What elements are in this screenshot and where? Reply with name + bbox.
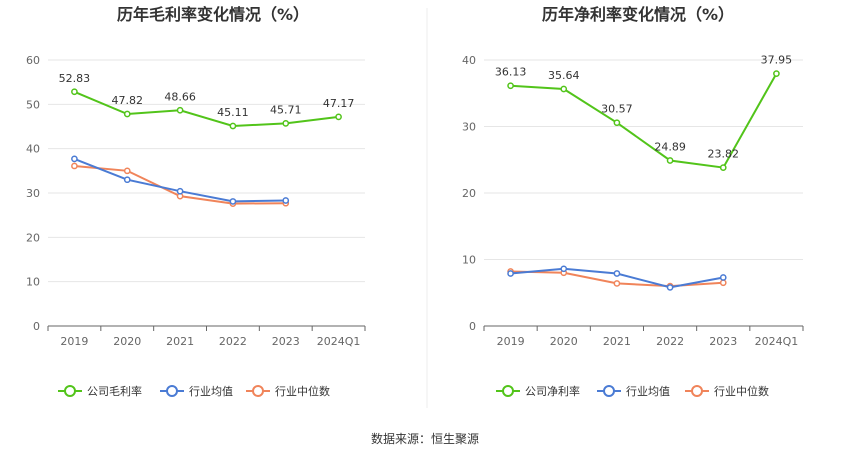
net-margin-chart: 历年净利率变化情况（%） 0 10 20 30 40 2019 2020 2021 2022 202… <box>462 5 804 398</box>
series-line <box>510 73 778 169</box>
data-point <box>773 70 780 77</box>
legend-label: 行业中位数 <box>275 384 330 398</box>
legend-marker <box>502 385 514 397</box>
data-point <box>176 106 184 114</box>
legend-label: 公司毛利率 <box>87 384 142 398</box>
legend-label: 公司净利率 <box>525 384 580 398</box>
chart-title: 历年净利率变化情况（%） <box>542 5 734 24</box>
legend-marker <box>166 385 178 397</box>
data-label: 47.82 <box>112 94 144 107</box>
y-tick-label: 40 <box>26 143 40 156</box>
data-label: 47.17 <box>323 97 355 110</box>
data-label: 37.95 <box>761 54 793 67</box>
x-tick-label: 2023 <box>272 335 300 348</box>
data-point <box>719 279 727 287</box>
data-point <box>71 155 78 163</box>
data-label: 45.11 <box>217 106 249 119</box>
chart-title: 历年毛利率变化情况（%） <box>117 5 309 24</box>
x-tick-label: 2021 <box>603 335 631 348</box>
data-point <box>229 122 237 130</box>
y-tick-label: 0 <box>33 320 40 333</box>
y-tick-label: 20 <box>26 231 40 244</box>
data-point <box>719 274 727 281</box>
data-point <box>613 280 621 287</box>
data-point <box>176 187 184 195</box>
data-point <box>282 120 290 127</box>
y-tick-label: 20 <box>462 187 476 200</box>
data-point <box>335 113 342 121</box>
data-label: 23.82 <box>708 148 740 161</box>
data-point <box>719 164 727 171</box>
y-tick-label: 30 <box>462 121 476 134</box>
data-point <box>282 197 290 204</box>
y-tick-label: 50 <box>26 98 40 111</box>
legend-label: 行业均值 <box>189 385 233 398</box>
x-tick-label: 2023 <box>709 335 737 348</box>
y-tick-label: 60 <box>26 54 40 67</box>
y-tick-label: 40 <box>462 54 476 67</box>
data-label: 45.71 <box>270 103 302 116</box>
data-label: 52.83 <box>59 72 91 85</box>
x-tick-label: 2021 <box>166 335 194 348</box>
data-label: 24.89 <box>654 140 686 153</box>
x-tick-label: 2020 <box>550 335 578 348</box>
data-point <box>560 85 568 93</box>
data-point <box>71 162 78 170</box>
data-point <box>507 270 514 277</box>
data-point <box>666 284 674 291</box>
data-label: 36.13 <box>495 66 527 79</box>
x-tick-label: 2024Q1 <box>755 335 799 348</box>
legend-marker <box>64 385 76 397</box>
data-label: 30.57 <box>601 103 633 116</box>
data-point <box>613 119 621 127</box>
data-source-label: 数据来源：恒生聚源 <box>371 431 479 446</box>
data-point <box>123 167 131 175</box>
data-label: 35.64 <box>548 69 580 82</box>
legend-marker <box>603 385 615 397</box>
data-point <box>613 270 621 277</box>
y-tick-label: 10 <box>26 276 40 289</box>
x-tick-label: 2024Q1 <box>317 335 361 348</box>
x-tick-label: 2019 <box>497 335 525 348</box>
series-line <box>74 90 339 128</box>
legend-label: 行业均值 <box>626 385 670 398</box>
data-point <box>560 265 568 273</box>
data-point <box>666 157 674 164</box>
data-point <box>229 198 237 205</box>
legend-marker <box>691 385 703 397</box>
legend-marker <box>252 385 264 397</box>
y-tick-label: 30 <box>26 187 40 200</box>
gross-margin-chart: 历年毛利率变化情况（%） 0 10 20 30 40 50 60 2019 2020 2021 202… <box>26 5 366 398</box>
x-tick-label: 2022 <box>656 335 684 348</box>
data-point <box>507 82 514 90</box>
legend-label: 行业中位数 <box>714 384 769 398</box>
x-tick-label: 2022 <box>219 335 247 348</box>
x-tick-label: 2020 <box>113 335 141 348</box>
y-tick-label: 10 <box>462 254 476 267</box>
data-point <box>71 88 78 96</box>
data-point <box>123 110 131 118</box>
data-point <box>123 176 131 184</box>
x-tick-label: 2019 <box>60 335 88 348</box>
y-tick-label: 0 <box>469 320 476 333</box>
data-label: 48.66 <box>164 90 196 103</box>
